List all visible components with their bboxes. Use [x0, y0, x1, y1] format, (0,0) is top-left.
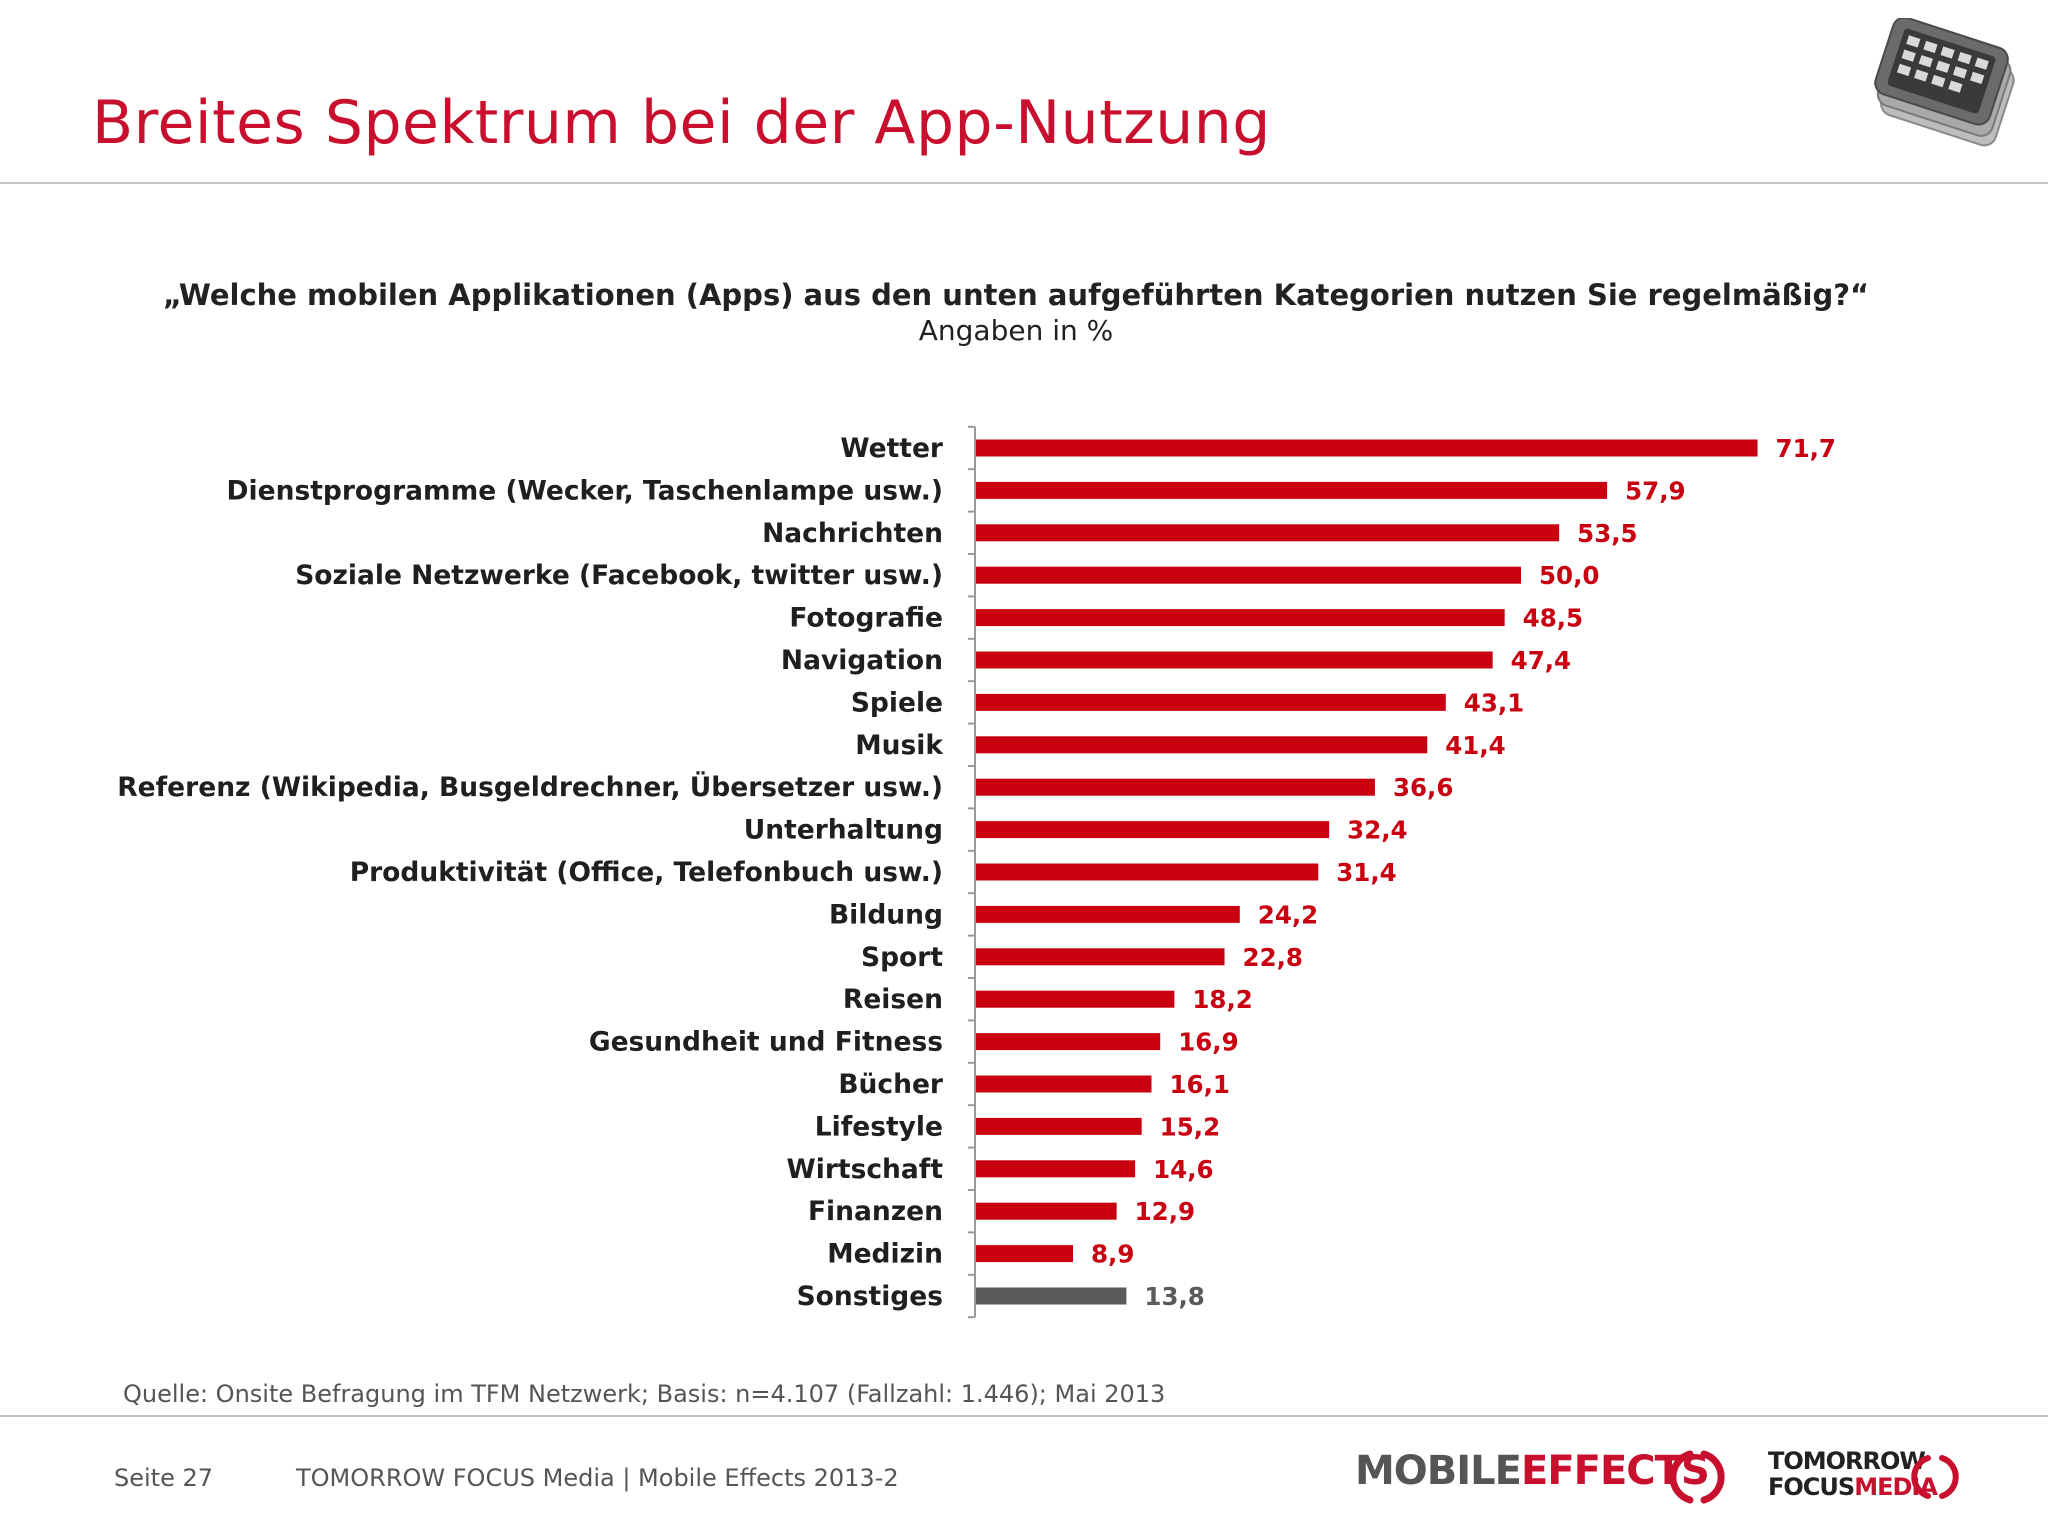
- page-number: Seite 27: [114, 1464, 214, 1492]
- bar: [976, 481, 1608, 499]
- bar: [976, 1245, 1074, 1263]
- value-label: 18,2: [1192, 985, 1252, 1014]
- bar: [976, 566, 1521, 584]
- chart-subtitle: Angaben in %: [918, 314, 1114, 347]
- value-label: 48,5: [1523, 604, 1583, 633]
- bar: [976, 439, 1758, 457]
- survey-question: „Welche mobilen Applikationen (Apps) aus…: [162, 278, 1870, 312]
- mobile-effects-logo: MOBILEEFFECTS: [1355, 1448, 1710, 1508]
- value-label: 53,5: [1577, 519, 1637, 548]
- value-label: 12,9: [1135, 1197, 1195, 1226]
- value-label: 71,7: [1776, 434, 1836, 463]
- value-label: 13,8: [1144, 1282, 1204, 1311]
- bar: [976, 651, 1493, 669]
- category-label: Soziale Netzwerke (Facebook, twitter usw…: [295, 560, 943, 591]
- bar: [976, 863, 1319, 881]
- value-label: 22,8: [1243, 943, 1303, 972]
- category-label: Bildung: [829, 899, 943, 930]
- bar: [976, 609, 1505, 627]
- category-label: Gesundheit und Fitness: [589, 1027, 943, 1058]
- category-label: Wetter: [840, 433, 943, 464]
- value-label: 14,6: [1153, 1155, 1213, 1184]
- value-label: 31,4: [1336, 858, 1396, 887]
- category-label: Navigation: [781, 645, 943, 676]
- value-label: 16,1: [1169, 1070, 1229, 1099]
- logo-tfm-focus: FOCUS: [1768, 1473, 1855, 1501]
- category-label: Unterhaltung: [744, 815, 943, 846]
- value-label: 41,4: [1445, 731, 1505, 760]
- bar: [976, 1075, 1152, 1093]
- value-label: 57,9: [1625, 476, 1685, 505]
- category-label: Wirtschaft: [787, 1154, 944, 1185]
- value-label: 50,0: [1539, 561, 1599, 590]
- logo-word-mobile: MOBILE: [1355, 1448, 1522, 1494]
- bar: [976, 821, 1330, 839]
- value-label: 47,4: [1511, 646, 1571, 675]
- category-label: Produktivität (Office, Telefonbuch usw.): [350, 857, 943, 888]
- page-title: Breites Spektrum bei der App-Nutzung: [92, 88, 1271, 158]
- category-label: Sport: [861, 942, 943, 973]
- bar: [976, 524, 1560, 542]
- value-label: 32,4: [1347, 816, 1407, 845]
- footer-divider: [0, 1415, 2048, 1417]
- category-label: Musik: [855, 730, 944, 761]
- bar-chart: Wetter 71,7 Dienstprogramme (Wecker, Tasch…: [117, 425, 1836, 1319]
- bar: [976, 1160, 1136, 1178]
- category-label: Nachrichten: [762, 518, 943, 549]
- source-note: Quelle: Onsite Befragung im TFM Netzwerk…: [123, 1380, 1166, 1408]
- bar: [976, 990, 1175, 1008]
- bar: [976, 778, 1375, 796]
- smartphone-stack-icon: [1874, 18, 2015, 147]
- value-label: 8,9: [1091, 1240, 1134, 1269]
- category-label: Sonstiges: [797, 1281, 943, 1312]
- bar: [976, 1287, 1127, 1305]
- bar: [976, 736, 1428, 754]
- bar: [976, 948, 1225, 966]
- category-label: Dienstprogramme (Wecker, Taschenlampe us…: [227, 475, 943, 506]
- category-label: Finanzen: [808, 1196, 943, 1227]
- footer-text: TOMORROW FOCUS Media | Mobile Effects 20…: [296, 1464, 899, 1492]
- category-label: Reisen: [843, 984, 943, 1015]
- category-label: Bücher: [838, 1069, 943, 1100]
- category-label: Lifestyle: [815, 1111, 943, 1142]
- header-divider: [0, 182, 2048, 184]
- value-label: 16,9: [1178, 1028, 1238, 1057]
- category-label: Spiele: [851, 687, 943, 718]
- category-label: Referenz (Wikipedia, Busgeldrechner, Übe…: [117, 770, 943, 803]
- bar: [976, 905, 1240, 923]
- bar: [976, 1033, 1161, 1051]
- logo-tfm-line1: TOMORROW: [1768, 1447, 1926, 1475]
- bar: [976, 1117, 1142, 1135]
- tomorrow-focus-media-logo: TOMORROW FOCUSMEDIA: [1768, 1447, 1938, 1503]
- category-label: Fotografie: [789, 603, 943, 634]
- category-label: Medizin: [827, 1239, 943, 1270]
- bar: [976, 1202, 1117, 1220]
- value-label: 15,2: [1160, 1112, 1220, 1141]
- bar: [976, 693, 1446, 711]
- tfm-logo-mark: [1911, 1455, 1959, 1499]
- value-label: 24,2: [1258, 900, 1318, 929]
- value-label: 43,1: [1464, 688, 1524, 717]
- mobile-effects-logo-mark: [1669, 1450, 1725, 1504]
- value-label: 36,6: [1393, 773, 1453, 802]
